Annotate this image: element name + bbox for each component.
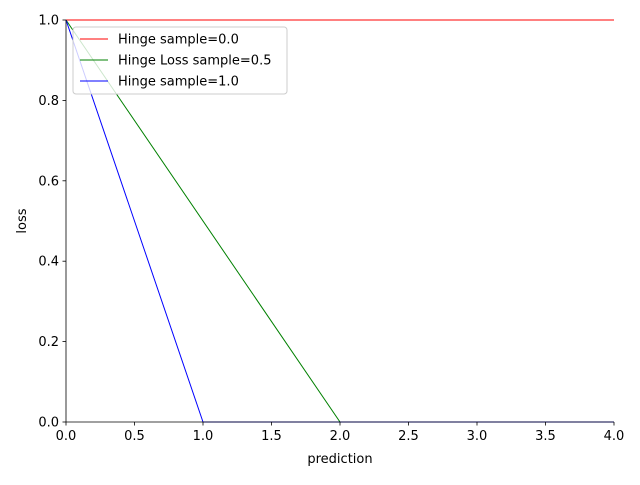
x-tick-label: 0.5 [124, 429, 145, 444]
y-tick-label: 0.4 [38, 255, 59, 270]
y-tick-label: 1.0 [38, 14, 59, 29]
x-tick-label: 2.0 [330, 429, 351, 444]
y-tick-label: 0.6 [38, 174, 59, 189]
legend-label-1: Hinge Loss sample=0.5 [118, 54, 272, 69]
x-axis-label: prediction [307, 452, 372, 467]
x-tick-label: 3.0 [467, 429, 488, 444]
legend-label-0: Hinge sample=0.0 [118, 33, 239, 48]
x-tick-label: 1.0 [193, 429, 214, 444]
legend-label-2: Hinge sample=1.0 [118, 75, 239, 90]
y-axis-label: loss [15, 208, 30, 233]
x-tick-label: 0.0 [56, 429, 77, 444]
x-tick-label: 4.0 [604, 429, 625, 444]
x-tick-label: 1.5 [261, 429, 282, 444]
legend-frame [72, 26, 288, 95]
y-tick-label: 0.8 [38, 94, 59, 109]
y-tick-label: 0.0 [38, 416, 59, 431]
y-ticks: 0.0 0.2 0.4 0.6 0.8 1.0 [38, 14, 66, 431]
x-ticks: 0.0 0.5 1.0 1.5 2.0 2.5 3.0 3.5 4.0 [56, 422, 625, 444]
y-tick-label: 0.2 [38, 335, 59, 350]
x-tick-label: 2.5 [398, 429, 419, 444]
legend: Hinge sample=0.0 Hinge Loss sample=0.5 Hin… [72, 26, 288, 95]
x-tick-label: 3.5 [535, 429, 556, 444]
